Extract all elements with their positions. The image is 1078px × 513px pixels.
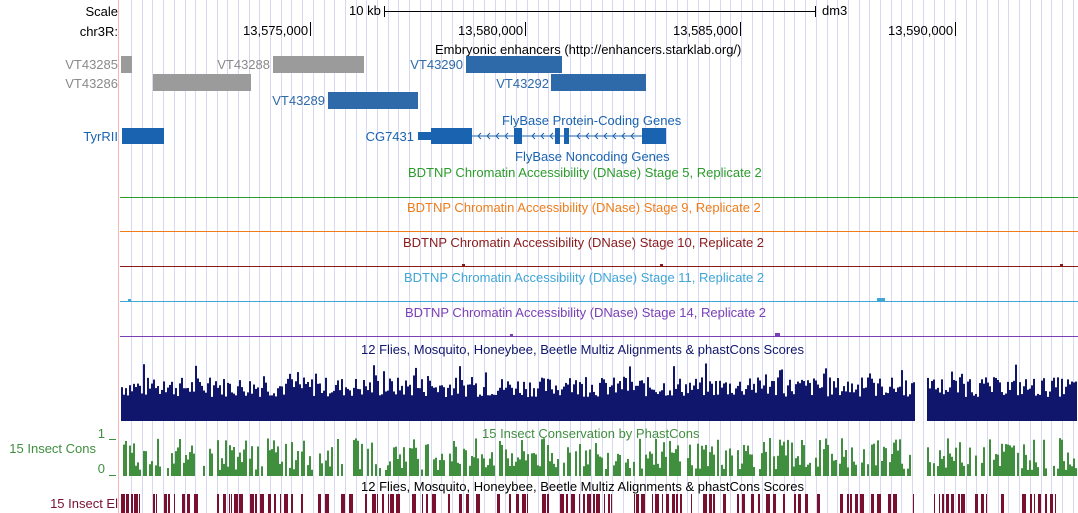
dnase-signal-line [120, 197, 1078, 198]
genes-track-title: FlyBase Protein-Coding Genes [502, 113, 682, 128]
dnase-track-title: BDTNP Chromatin Accessibility (DNase) St… [408, 165, 762, 180]
enhancer-label[interactable]: VT43289 [272, 93, 325, 108]
gene-feature[interactable] [122, 128, 164, 144]
enhancer-feature[interactable] [121, 56, 132, 73]
enhancer-feature[interactable] [273, 56, 364, 73]
dnase-signal-line [120, 336, 1078, 337]
enhancers-track-title: Embryonic enhancers (http://enhancers.st… [435, 42, 742, 57]
dnase-track-title: BDTNP Chromatin Accessibility (DNase) St… [405, 305, 767, 320]
enhancer-label[interactable]: VT43285 [65, 57, 118, 72]
position-tick [955, 22, 956, 36]
dnase-peak [510, 334, 513, 336]
scale-bar-right-tick [815, 6, 816, 17]
dnase-peak [462, 264, 465, 266]
enhancer-label[interactable]: VT43292 [496, 76, 549, 91]
left-margin-line [118, 0, 119, 513]
chrom-label: chr3R: [79, 24, 118, 39]
scale-bar-text: 10 kb [349, 3, 381, 18]
dnase-peak [128, 299, 131, 301]
position-tick-label: 13,575,000 [243, 23, 309, 38]
elements-track-title: 12 Flies, Mosquito, Honeybee, Beetle Mul… [361, 479, 804, 494]
dnase-track-title: BDTNP Chromatin Accessibility (DNase) St… [403, 235, 765, 250]
position-tick [525, 22, 526, 36]
position-tick [740, 22, 741, 36]
dnase-peak [877, 298, 885, 301]
scale-label: Scale [85, 4, 118, 19]
assembly-label: dm3 [822, 3, 848, 18]
dnase-signal-line [120, 266, 1078, 267]
phastcons-side-label[interactable]: 15 Insect Cons [9, 441, 96, 456]
dnase-peak [1060, 264, 1063, 266]
dnase-track-title: BDTNP Chromatin Accessibility (DNase) St… [407, 200, 761, 215]
gene-label[interactable]: TyrRII [83, 129, 118, 144]
guide-lines [120, 0, 1078, 513]
position-tick [310, 22, 311, 36]
phastcons-axis-min: 0 [97, 461, 105, 476]
enhancer-label[interactable]: VT43286 [65, 76, 118, 91]
dnase-peak [775, 333, 780, 336]
phastcons-axis-tick [109, 475, 116, 476]
position-tick-label: 13,585,000 [673, 23, 739, 38]
enhancer-label[interactable]: VT43288 [217, 57, 270, 72]
dnase-track-title: BDTNP Chromatin Accessibility (DNase) St… [404, 270, 765, 285]
noncoding-track-title: FlyBase Noncoding Genes [515, 149, 670, 164]
phastcons-axis-max: 1 [97, 426, 105, 441]
enhancer-feature[interactable] [328, 92, 418, 109]
scale-bar-left-tick [384, 6, 385, 17]
enhancer-feature[interactable] [551, 74, 646, 91]
phastcons-axis-tick [109, 439, 116, 440]
gene-label[interactable]: CG7431 [365, 129, 414, 144]
scale-bar [384, 11, 816, 12]
elements-side-label[interactable]: 15 Insect El [50, 496, 118, 511]
dnase-peak [660, 264, 663, 266]
dnase-signal-line [120, 231, 1078, 232]
enhancer-feature[interactable] [153, 74, 251, 91]
phastcons-track-title: 15 Insect Conservation by PhastCons [482, 426, 700, 441]
enhancer-feature[interactable] [466, 56, 562, 73]
enhancer-label[interactable]: VT43290 [410, 57, 463, 72]
position-tick-label: 13,580,000 [458, 23, 524, 38]
dnase-signal-line [120, 301, 1078, 302]
multiz-track-title: 12 Flies, Mosquito, Honeybee, Beetle Mul… [361, 342, 804, 357]
position-tick-label: 13,590,000 [888, 23, 954, 38]
